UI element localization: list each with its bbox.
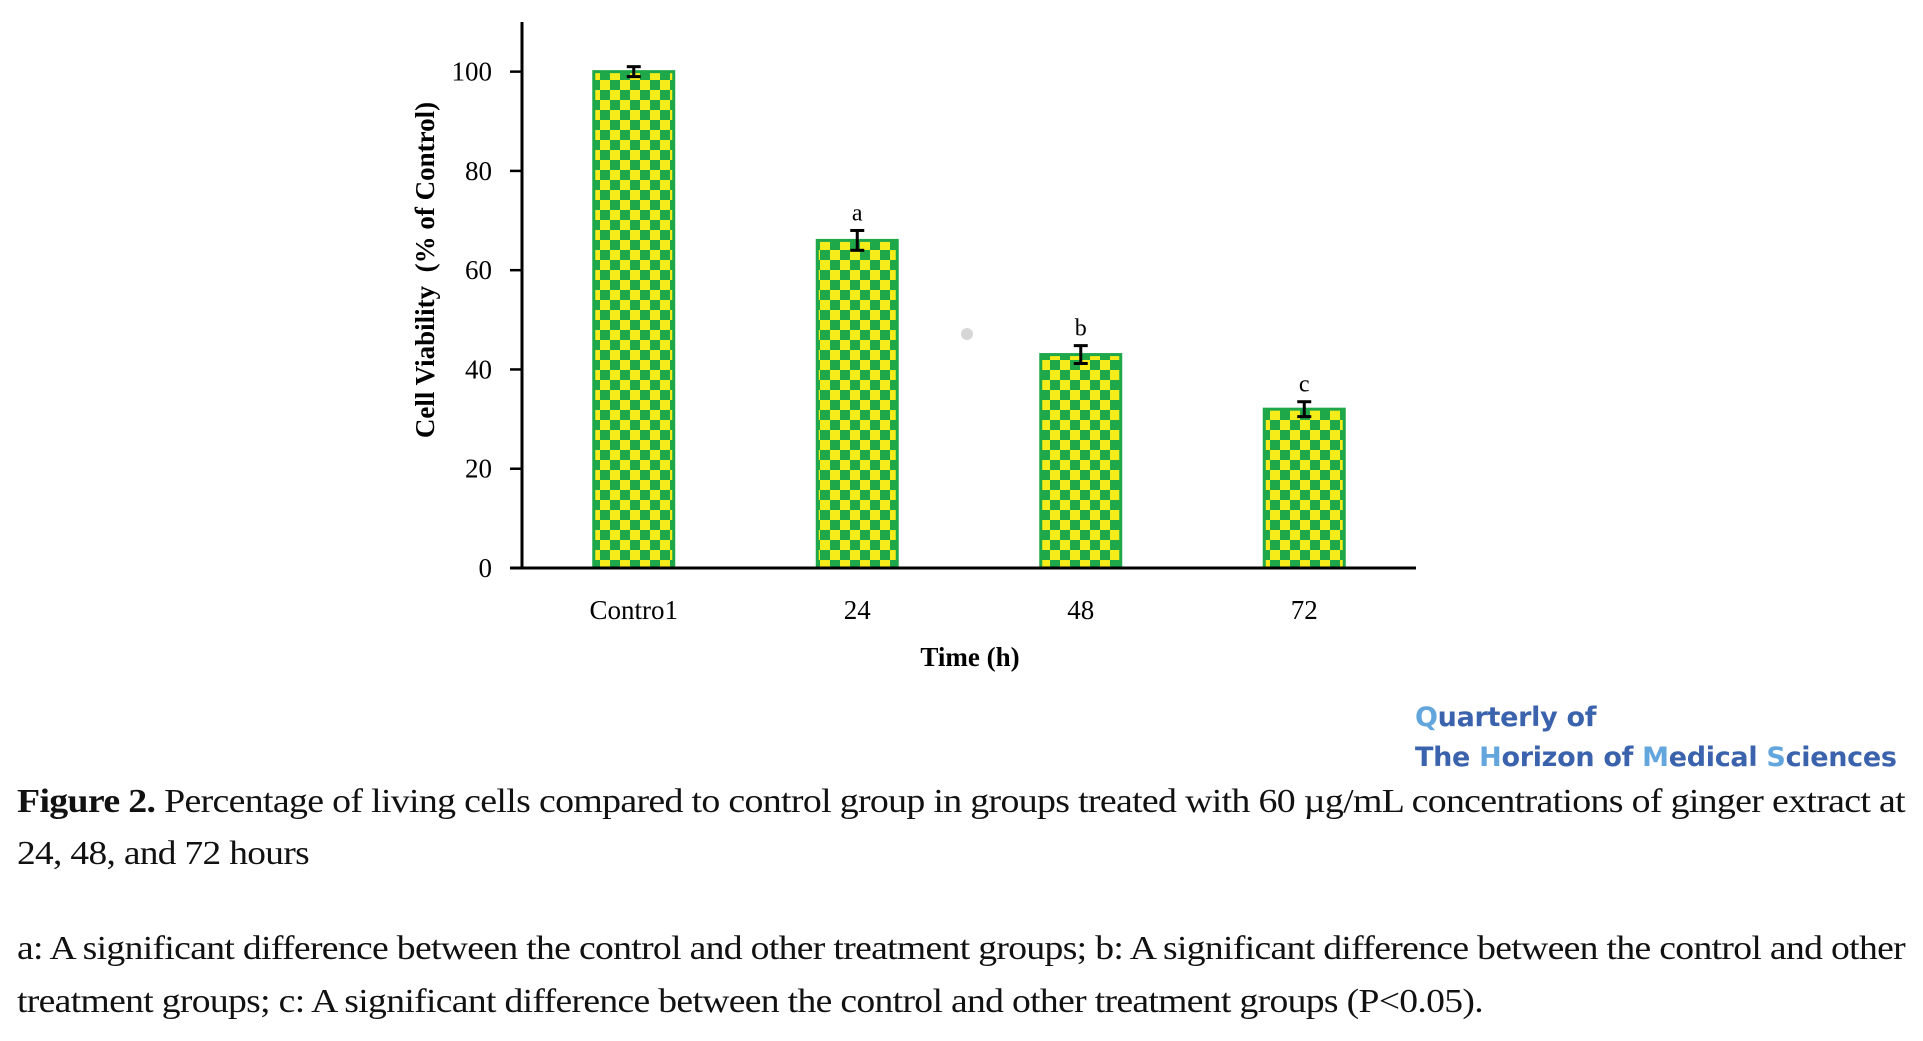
significance-label: a	[852, 200, 863, 226]
journal-logo: Quarterly of The Horizon of Medical Scie…	[1415, 698, 1897, 778]
bars-group	[592, 65, 1346, 570]
figure-label: Figure 2.	[17, 783, 156, 820]
error-bar	[1073, 344, 1088, 365]
labels-group: Contro1 a 24 b 48 c 72 0 20 40 60 80 100 Time (h) Cell…	[410, 57, 1318, 672]
logo-letter: H	[1479, 742, 1502, 773]
x-tick-label: Contro1	[589, 595, 678, 625]
notes-line-2: treatment groups; c: A significant diffe…	[17, 983, 1484, 1020]
logo-line-2: The Horizon of Medical Sciences	[1415, 738, 1897, 778]
error-bar	[626, 65, 641, 79]
error-bar	[1297, 400, 1312, 419]
logo-line-1: Quarterly of	[1415, 698, 1897, 738]
logo-text: orizon of	[1501, 742, 1643, 773]
x-tick-label: 72	[1291, 595, 1318, 625]
x-axis-title: Time (h)	[920, 642, 1019, 672]
significance-label: b	[1075, 316, 1087, 342]
logo-text: edical	[1668, 742, 1767, 773]
figure-caption-line-2: 24, 48, and 72 hours	[17, 835, 310, 872]
axes-group	[510, 22, 1416, 570]
y-tick-label: 40	[465, 354, 492, 384]
significance-label: c	[1299, 372, 1310, 398]
logo-letter: Q	[1415, 702, 1438, 733]
error-bar	[850, 228, 865, 252]
y-tick-label: 60	[465, 255, 492, 285]
x-tick-label: 24	[844, 595, 872, 625]
x-tick-label: 48	[1067, 595, 1094, 625]
logo-text: ciences	[1785, 742, 1897, 773]
figure-caption: Figure 2. Percentage of living cells com…	[17, 783, 1906, 821]
logo-text: uarterly of	[1437, 702, 1597, 733]
y-tick-label: 0	[479, 553, 493, 583]
logo-letter: S	[1766, 742, 1786, 773]
bar	[1262, 407, 1346, 570]
y-tick-label: 80	[465, 156, 492, 186]
bar	[1039, 353, 1123, 570]
logo-text: The	[1415, 742, 1480, 773]
smudge-mark	[961, 328, 973, 340]
y-axis-title: Cell Viability (% of Control)	[410, 102, 440, 438]
notes-line-1: a: A significant difference between the …	[17, 930, 1906, 967]
y-tick-label: 100	[452, 57, 493, 87]
bar	[592, 70, 676, 570]
logo-letter: M	[1642, 742, 1669, 773]
bar	[815, 238, 899, 570]
caption-line-1: Percentage of living cells compared to c…	[155, 783, 1906, 820]
bar-chart: Contro1 a 24 b 48 c 72 0 20 40 60 80 100 Time (h) Cell…	[410, 22, 1416, 672]
y-tick-label: 20	[465, 454, 492, 484]
